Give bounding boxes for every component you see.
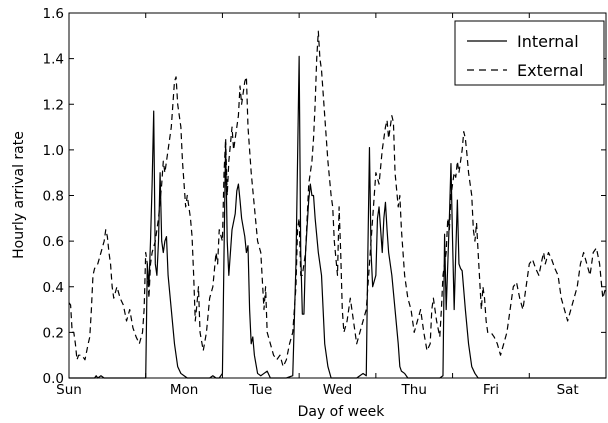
legend-internal-label: Internal (517, 32, 579, 51)
y-tick-label: 0.0 (43, 371, 64, 387)
x-tick-label: Tue (248, 382, 272, 398)
y-tick-label: 0.6 (43, 234, 64, 250)
x-tick-label: Thu (401, 382, 427, 398)
x-tick-label: Sun (56, 382, 82, 398)
legend: Internal External (454, 20, 605, 86)
y-tick-label: 1.0 (43, 143, 64, 159)
y-tick-label: 0.8 (43, 189, 64, 205)
legend-external-label: External (517, 61, 583, 80)
plot-area (68, 30, 607, 379)
x-tick-label: Wed (323, 382, 352, 398)
y-tick-label: 1.6 (43, 6, 64, 22)
y-tick-label: 0.2 (43, 325, 64, 341)
series-line-external (68, 30, 607, 368)
y-tick-label: 0.4 (43, 280, 64, 296)
x-tick-label: Mon (170, 382, 198, 398)
x-tick-label: Sat (557, 382, 579, 398)
y-tick-label: 1.4 (43, 52, 64, 68)
legend-box (454, 20, 605, 86)
y-axis-title: Hourly arrival rate (11, 131, 27, 259)
x-tick-label: Fri (483, 382, 499, 398)
axes: 0.0 0.2 0.4 0.6 0.8 1.0 1.2 1.4 1.6 Sun Mon Tue Wed T… (43, 6, 607, 398)
series-line-internal (69, 55, 606, 379)
x-axis-title: Day of week (298, 404, 386, 420)
y-tick-label: 1.2 (43, 97, 64, 113)
